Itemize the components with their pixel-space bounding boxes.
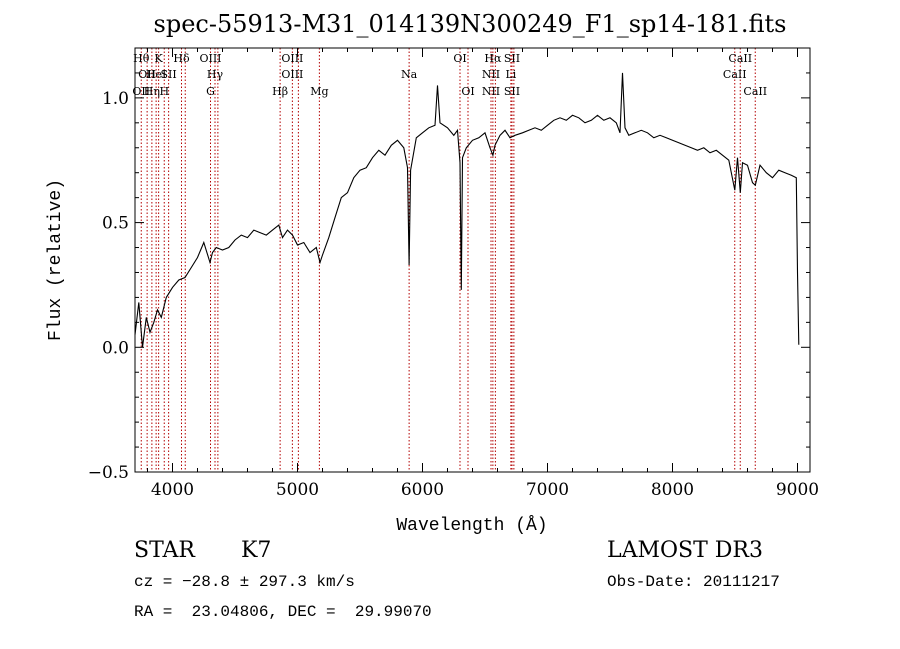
spectral-line-label: OII [138, 68, 156, 81]
spectral-line-label: Hθ [133, 52, 150, 65]
spectral-line-label: G [206, 85, 215, 98]
spectral-line-label: OI [461, 85, 474, 98]
chart-title: spec-55913-M31_014139N300249_F1_sp14-181… [154, 10, 787, 38]
x-tick-label: 6000 [401, 480, 444, 500]
spectral-line-label: OI [453, 52, 466, 65]
spectral-line-label: OIII [281, 52, 303, 65]
spectral-line-label: SII [161, 68, 177, 81]
x-tick-label: 4000 [151, 480, 194, 500]
y-tick-label: 0.0 [102, 338, 129, 358]
survey-name: LAMOST DR3 [607, 538, 763, 563]
spectral-line-label: NII [482, 85, 500, 98]
spectral-line-label: Hη [144, 85, 160, 98]
spectral-line-label: CaII [728, 52, 752, 65]
y-tick-label: 0.5 [102, 214, 129, 234]
spectral-line-label: Hδ [173, 52, 190, 65]
spectral-line-label: NII [482, 68, 500, 81]
x-tick-label: 9000 [776, 480, 819, 500]
x-tick-label: 8000 [651, 480, 694, 500]
spectral-line-label: OIII [199, 52, 221, 65]
spectral-line-label: CaII [723, 68, 747, 81]
spectral-line-label: H [159, 85, 169, 98]
object-type: STAR [134, 538, 195, 563]
spectral-line-label: Na [401, 68, 418, 81]
redshift-velocity: cz = −28.8 ± 297.3 km/s [134, 573, 355, 591]
spectral-line-label: OII [132, 85, 150, 98]
spectral-line-label: Mg [310, 85, 328, 98]
spectral-line-label: K [155, 52, 164, 65]
spectral-line-label: OIII [281, 68, 303, 81]
x-axis-ticks: 4000 5000 6000 7000 8000 9000 [147, 48, 819, 500]
spectrum-series-line [134, 72, 800, 348]
y-axis-ticks: −0.5 0.0 0.5 1.0 [88, 47, 810, 483]
spectral-line-label: Li [505, 68, 516, 81]
spectral-line-label: SII [504, 52, 520, 65]
y-tick-label: 1.0 [102, 89, 129, 109]
spectral-line-label: SII [504, 85, 520, 98]
spectral-line-markers [140, 48, 756, 472]
y-axis-label: Flux (relative) [46, 179, 66, 341]
observation-date: Obs-Date: 20111217 [607, 573, 780, 591]
plot-frame [134, 47, 811, 473]
y-tick-label: −0.5 [88, 463, 129, 483]
x-axis-label: Wavelength (Å) [396, 515, 547, 536]
spectral-line-label: CaII [743, 85, 767, 98]
spectral-line-label: HeI [146, 68, 166, 81]
ra-dec-coordinates: RA = 23.04806, DEC = 29.99070 [134, 603, 432, 621]
spectral-line-label: Hβ [272, 85, 288, 98]
x-tick-label: 7000 [526, 480, 569, 500]
spectral-line-label: Hα [484, 52, 502, 65]
spectral-subclass: K7 [241, 538, 272, 563]
x-tick-label: 5000 [276, 480, 319, 500]
spectral-line-label: Hγ [207, 68, 224, 81]
